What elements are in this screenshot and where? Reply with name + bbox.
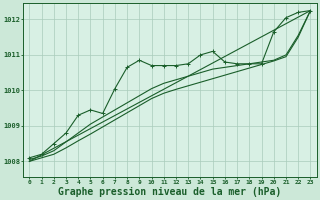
X-axis label: Graphe pression niveau de la mer (hPa): Graphe pression niveau de la mer (hPa) [58, 186, 282, 197]
